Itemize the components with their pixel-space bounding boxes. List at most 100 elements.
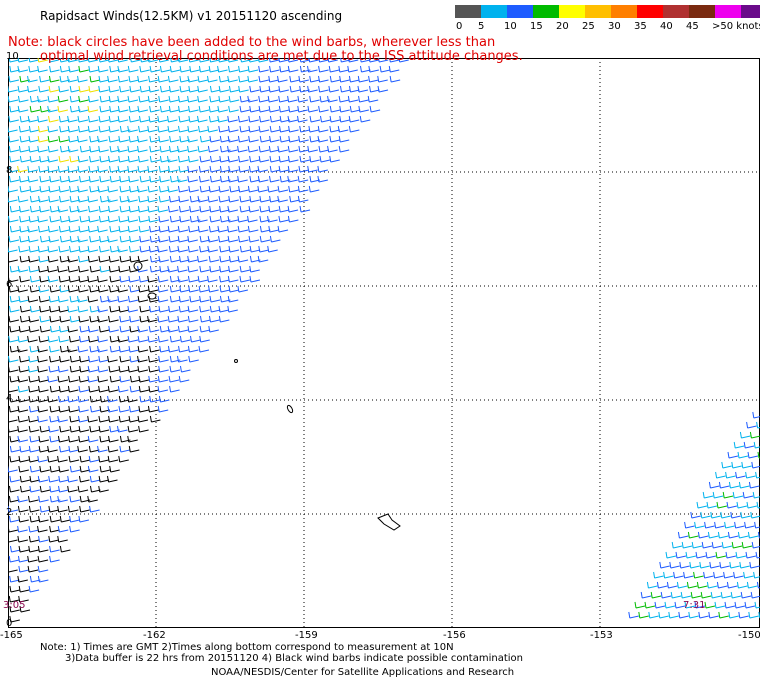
wind-barb [29, 105, 41, 113]
wind-barb [228, 255, 240, 263]
wind-barb [238, 165, 250, 173]
wind-barb [695, 551, 707, 559]
wind-barb [58, 115, 70, 123]
wind-barb [58, 155, 70, 163]
wind-barb [723, 571, 734, 579]
wind-barb [318, 58, 329, 63]
wind-barb [299, 65, 311, 73]
colorbar-label: 5 [478, 21, 485, 32]
contamination-note-line-2: optimal wind retrieval conditions are me… [40, 49, 523, 64]
wind-barb [676, 581, 688, 589]
wind-barb [109, 165, 120, 173]
wind-barb [269, 115, 281, 123]
wind-barb [79, 145, 91, 153]
wind-barb [739, 561, 750, 569]
wind-barb [8, 465, 18, 473]
wind-barb [726, 501, 738, 509]
wind-barb [640, 591, 652, 599]
wind-barb [78, 255, 89, 263]
lon-label-minus159: -159 [295, 630, 318, 641]
wind-barb [128, 205, 140, 213]
wind-barb [8, 135, 19, 143]
wind-barb [741, 541, 753, 549]
wind-barb [208, 255, 220, 263]
wind-barb [138, 95, 150, 103]
wind-barb [108, 155, 119, 163]
wind-barb [38, 385, 49, 393]
colorbar-segment [455, 5, 481, 18]
wind-barb [715, 471, 726, 479]
wind-barb [39, 205, 50, 213]
wind-barb [87, 415, 98, 423]
wind-barb [743, 571, 754, 579]
wind-barb [78, 385, 90, 393]
wind-barb [297, 195, 309, 203]
wind-barb [227, 225, 238, 233]
wind-barb [178, 375, 190, 383]
wind-barb [187, 165, 198, 173]
colorbar-label: >50 knots [712, 21, 760, 32]
wind-barb [69, 95, 81, 103]
wind-barb [127, 305, 139, 313]
wind-barb [67, 395, 79, 403]
wind-barb [746, 581, 758, 589]
wind-barb [329, 75, 341, 83]
wind-barb [18, 325, 30, 333]
wind-barb [99, 175, 110, 183]
wind-barb [298, 165, 310, 173]
wind-barb [17, 58, 28, 63]
wind-barb [307, 65, 318, 73]
wind-barb [177, 125, 189, 133]
wind-barb [207, 245, 218, 253]
wind-barb [28, 215, 40, 223]
colorbar-segment [533, 5, 559, 18]
wind-barb [119, 375, 130, 383]
wind-barb [88, 175, 100, 183]
wind-barb [646, 581, 658, 589]
wind-barb [700, 591, 712, 599]
lon-label-minus150: -150 [738, 630, 760, 641]
wind-barb [157, 245, 168, 253]
wind-barb [198, 165, 210, 173]
wind-barb [97, 375, 108, 383]
wind-barb [227, 58, 239, 63]
wind-barb [277, 195, 288, 203]
wind-barb [751, 541, 760, 549]
wind-barb [87, 275, 98, 283]
wind-barb [357, 85, 369, 93]
colorbar-segment [637, 5, 663, 18]
wind-barb [58, 395, 69, 403]
wind-barb [138, 375, 150, 383]
wind-barb [18, 455, 30, 463]
wind-barb [98, 425, 110, 433]
wind-barb [227, 235, 239, 243]
wind-barb [187, 315, 199, 323]
wind-barb [187, 325, 199, 333]
wind-barb [368, 65, 379, 73]
wind-barb [67, 345, 78, 353]
wind-barb [348, 75, 360, 83]
wind-barb [79, 455, 91, 463]
wind-barb [219, 275, 230, 283]
wind-barb [178, 115, 190, 123]
wind-barb [39, 305, 50, 313]
wind-barb [663, 571, 674, 579]
wind-barb [97, 225, 108, 233]
wind-barb [97, 315, 108, 323]
wind-barb [39, 185, 51, 193]
wind-barb [8, 495, 20, 503]
wind-barb [79, 325, 91, 333]
wind-barb [119, 355, 130, 363]
wind-barb [199, 135, 211, 143]
wind-barb [39, 425, 51, 433]
wind-barb [38, 335, 50, 343]
wind-barb [108, 435, 119, 443]
wind-barb [57, 535, 68, 543]
wind-barb [47, 275, 59, 283]
wind-barb [68, 375, 79, 383]
wind-barb [177, 58, 189, 63]
wind-barb [139, 175, 151, 183]
wind-barb [129, 385, 141, 393]
wind-barb [98, 415, 110, 423]
wind-barb [258, 65, 269, 73]
